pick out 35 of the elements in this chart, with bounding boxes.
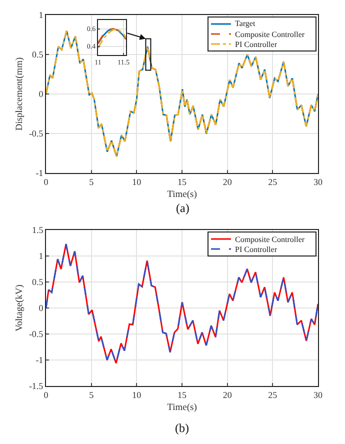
y-tick-label: -1.5 [28,381,44,392]
y-axis-title: Displacement(mm) [15,57,26,131]
legend-label: Composite Controller [235,30,305,39]
x-tick-label: 5 [89,176,94,187]
legend-label: PI Controller [235,245,278,254]
x-tick-label: 20 [222,176,232,187]
x-tick-label: 30 [314,176,323,187]
x-tick-label: 5 [89,390,94,400]
x-tick-label: 25 [268,176,278,187]
legend-label: Composite Controller [235,235,305,244]
legend-label: PI Controller [235,40,278,49]
x-tick-label: 25 [268,390,278,400]
y-tick-label: -0.5 [28,128,44,139]
y-tick-label: 0 [38,89,44,100]
text: (a) [176,201,190,215]
y-tick-label: 1 [38,10,44,20]
x-axis-title: Time(s) [167,402,197,413]
x-tick-label: 10 [132,176,142,187]
x-tick-label: 30 [314,390,323,400]
x-axis-title: Time(s) [167,190,197,200]
y-tick-label: 1 [38,251,44,262]
legend-label: Target [235,19,256,28]
x-tick-label: 15 [178,390,187,400]
text: (b) [175,421,189,435]
y-tick-label: -1 [36,355,44,366]
y-tick-label: 0.5 [32,50,44,60]
y-axis-title: Voltage(kV) [15,284,26,332]
x-tick-label: 15 [178,176,187,187]
y-tick-label: 0 [38,303,44,314]
x-tick-label: 10 [132,390,142,400]
y-tick-label: 0.5 [32,277,44,288]
y-tick-label: -0.5 [28,329,44,340]
y-tick-label: -1 [36,168,44,178]
x-tick-label: 20 [222,390,232,400]
y-tick-label: 1.5 [32,225,44,236]
